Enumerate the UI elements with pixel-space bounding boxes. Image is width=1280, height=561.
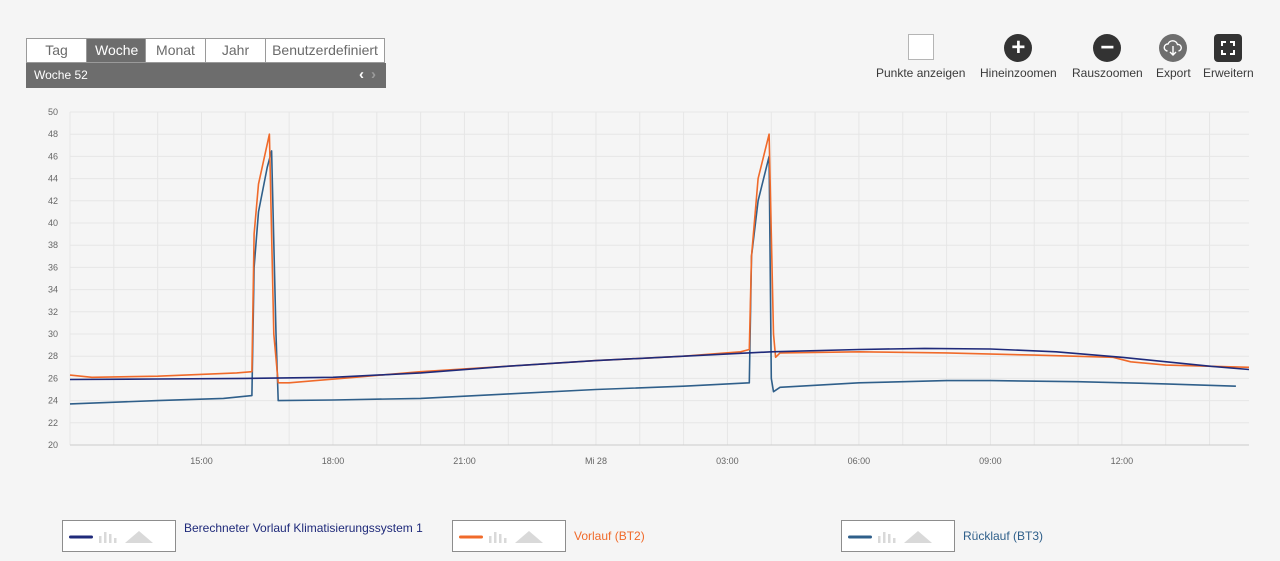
line-chart: 20 22 24 26 28 30 32 34 36 38 40 42 44 46 48 50 15:00 18:… (48, 107, 1250, 466)
area-chart-icon (515, 531, 543, 543)
cloud-download-icon (1159, 34, 1188, 62)
legend-line-icon (848, 535, 872, 539)
y-tick-label: 46 (48, 151, 58, 161)
tab-tag[interactable]: Tag (27, 39, 87, 62)
bar-chart-icon (99, 532, 117, 543)
period-tabs: Tag Woche Monat Jahr Benutzerdefiniert (26, 38, 385, 63)
chevron-right-icon[interactable]: › (371, 66, 376, 83)
bar-chart-icon (489, 532, 507, 543)
show-points-label: Punkte anzeigen (876, 66, 966, 80)
y-tick-label: 20 (48, 440, 58, 450)
x-tick-label: 21:00 (453, 456, 476, 466)
period-label: Woche 52 (34, 68, 88, 82)
legend-line-icon (69, 535, 93, 539)
y-tick-label: 36 (48, 262, 58, 272)
checkbox-icon[interactable] (907, 34, 934, 60)
legend-swatch[interactable] (841, 520, 955, 552)
legend-swatch[interactable] (452, 520, 566, 552)
x-tick-label: 03:00 (716, 456, 739, 466)
x-tick-label: 09:00 (979, 456, 1002, 466)
x-tick-label: 18:00 (322, 456, 345, 466)
area-chart-icon (904, 531, 932, 543)
series-line (69, 150, 1236, 405)
tab-woche[interactable]: Woche (87, 39, 146, 62)
series-line (69, 347, 1250, 381)
plus-icon: + (1004, 34, 1033, 62)
period-navigator: Woche 52 ‹ › (26, 63, 386, 88)
y-tick-label: 32 (48, 307, 58, 317)
expand-button[interactable]: Erweitern (1203, 34, 1254, 80)
tab-monat[interactable]: Monat (146, 39, 206, 62)
show-points-toggle[interactable]: Punkte anzeigen (876, 34, 965, 80)
y-tick-label: 44 (48, 174, 58, 184)
legend-line-icon (459, 535, 483, 539)
y-tick-label: 42 (48, 196, 58, 206)
zoom-out-button[interactable]: − Rauszoomen (1072, 34, 1143, 80)
area-chart-icon (125, 531, 153, 543)
y-tick-label: 50 (48, 107, 58, 117)
series-line (69, 133, 1250, 384)
y-tick-label: 28 (48, 351, 58, 361)
export-label: Export (1156, 66, 1191, 80)
y-tick-label: 30 (48, 329, 58, 339)
legend-label: Rücklauf (BT3) (963, 529, 1044, 543)
tab-benutzerdefiniert[interactable]: Benutzerdefiniert (272, 42, 378, 58)
y-tick-label: 48 (48, 129, 58, 139)
expand-icon (1214, 34, 1243, 62)
minus-icon: − (1093, 34, 1122, 62)
y-tick-label: 38 (48, 240, 58, 250)
chevron-left-icon[interactable]: ‹ (359, 66, 364, 83)
zoom-in-button[interactable]: + Hineinzoomen (980, 34, 1057, 80)
legend-swatch[interactable] (62, 520, 176, 552)
x-tick-label: 12:00 (1111, 456, 1134, 466)
y-tick-label: 26 (48, 373, 58, 383)
x-tick-label: 15:00 (190, 456, 213, 466)
y-tick-label: 34 (48, 285, 58, 295)
x-tick-label: 06:00 (848, 456, 871, 466)
y-tick-label: 22 (48, 418, 58, 428)
expand-label: Erweitern (1203, 66, 1254, 80)
x-tick-label: Mi 28 (585, 456, 607, 466)
bar-chart-icon (878, 532, 896, 543)
export-button[interactable]: Export (1156, 34, 1191, 80)
zoom-out-label: Rauszoomen (1072, 66, 1143, 80)
tab-jahr[interactable]: Jahr (206, 39, 266, 62)
zoom-in-label: Hineinzoomen (980, 66, 1057, 80)
y-tick-label: 24 (48, 396, 58, 406)
legend-label: Berechneter Vorlauf Klimatisierungssyste… (184, 521, 423, 535)
legend-label: Vorlauf (BT2) (574, 529, 645, 543)
y-tick-label: 40 (48, 218, 58, 228)
